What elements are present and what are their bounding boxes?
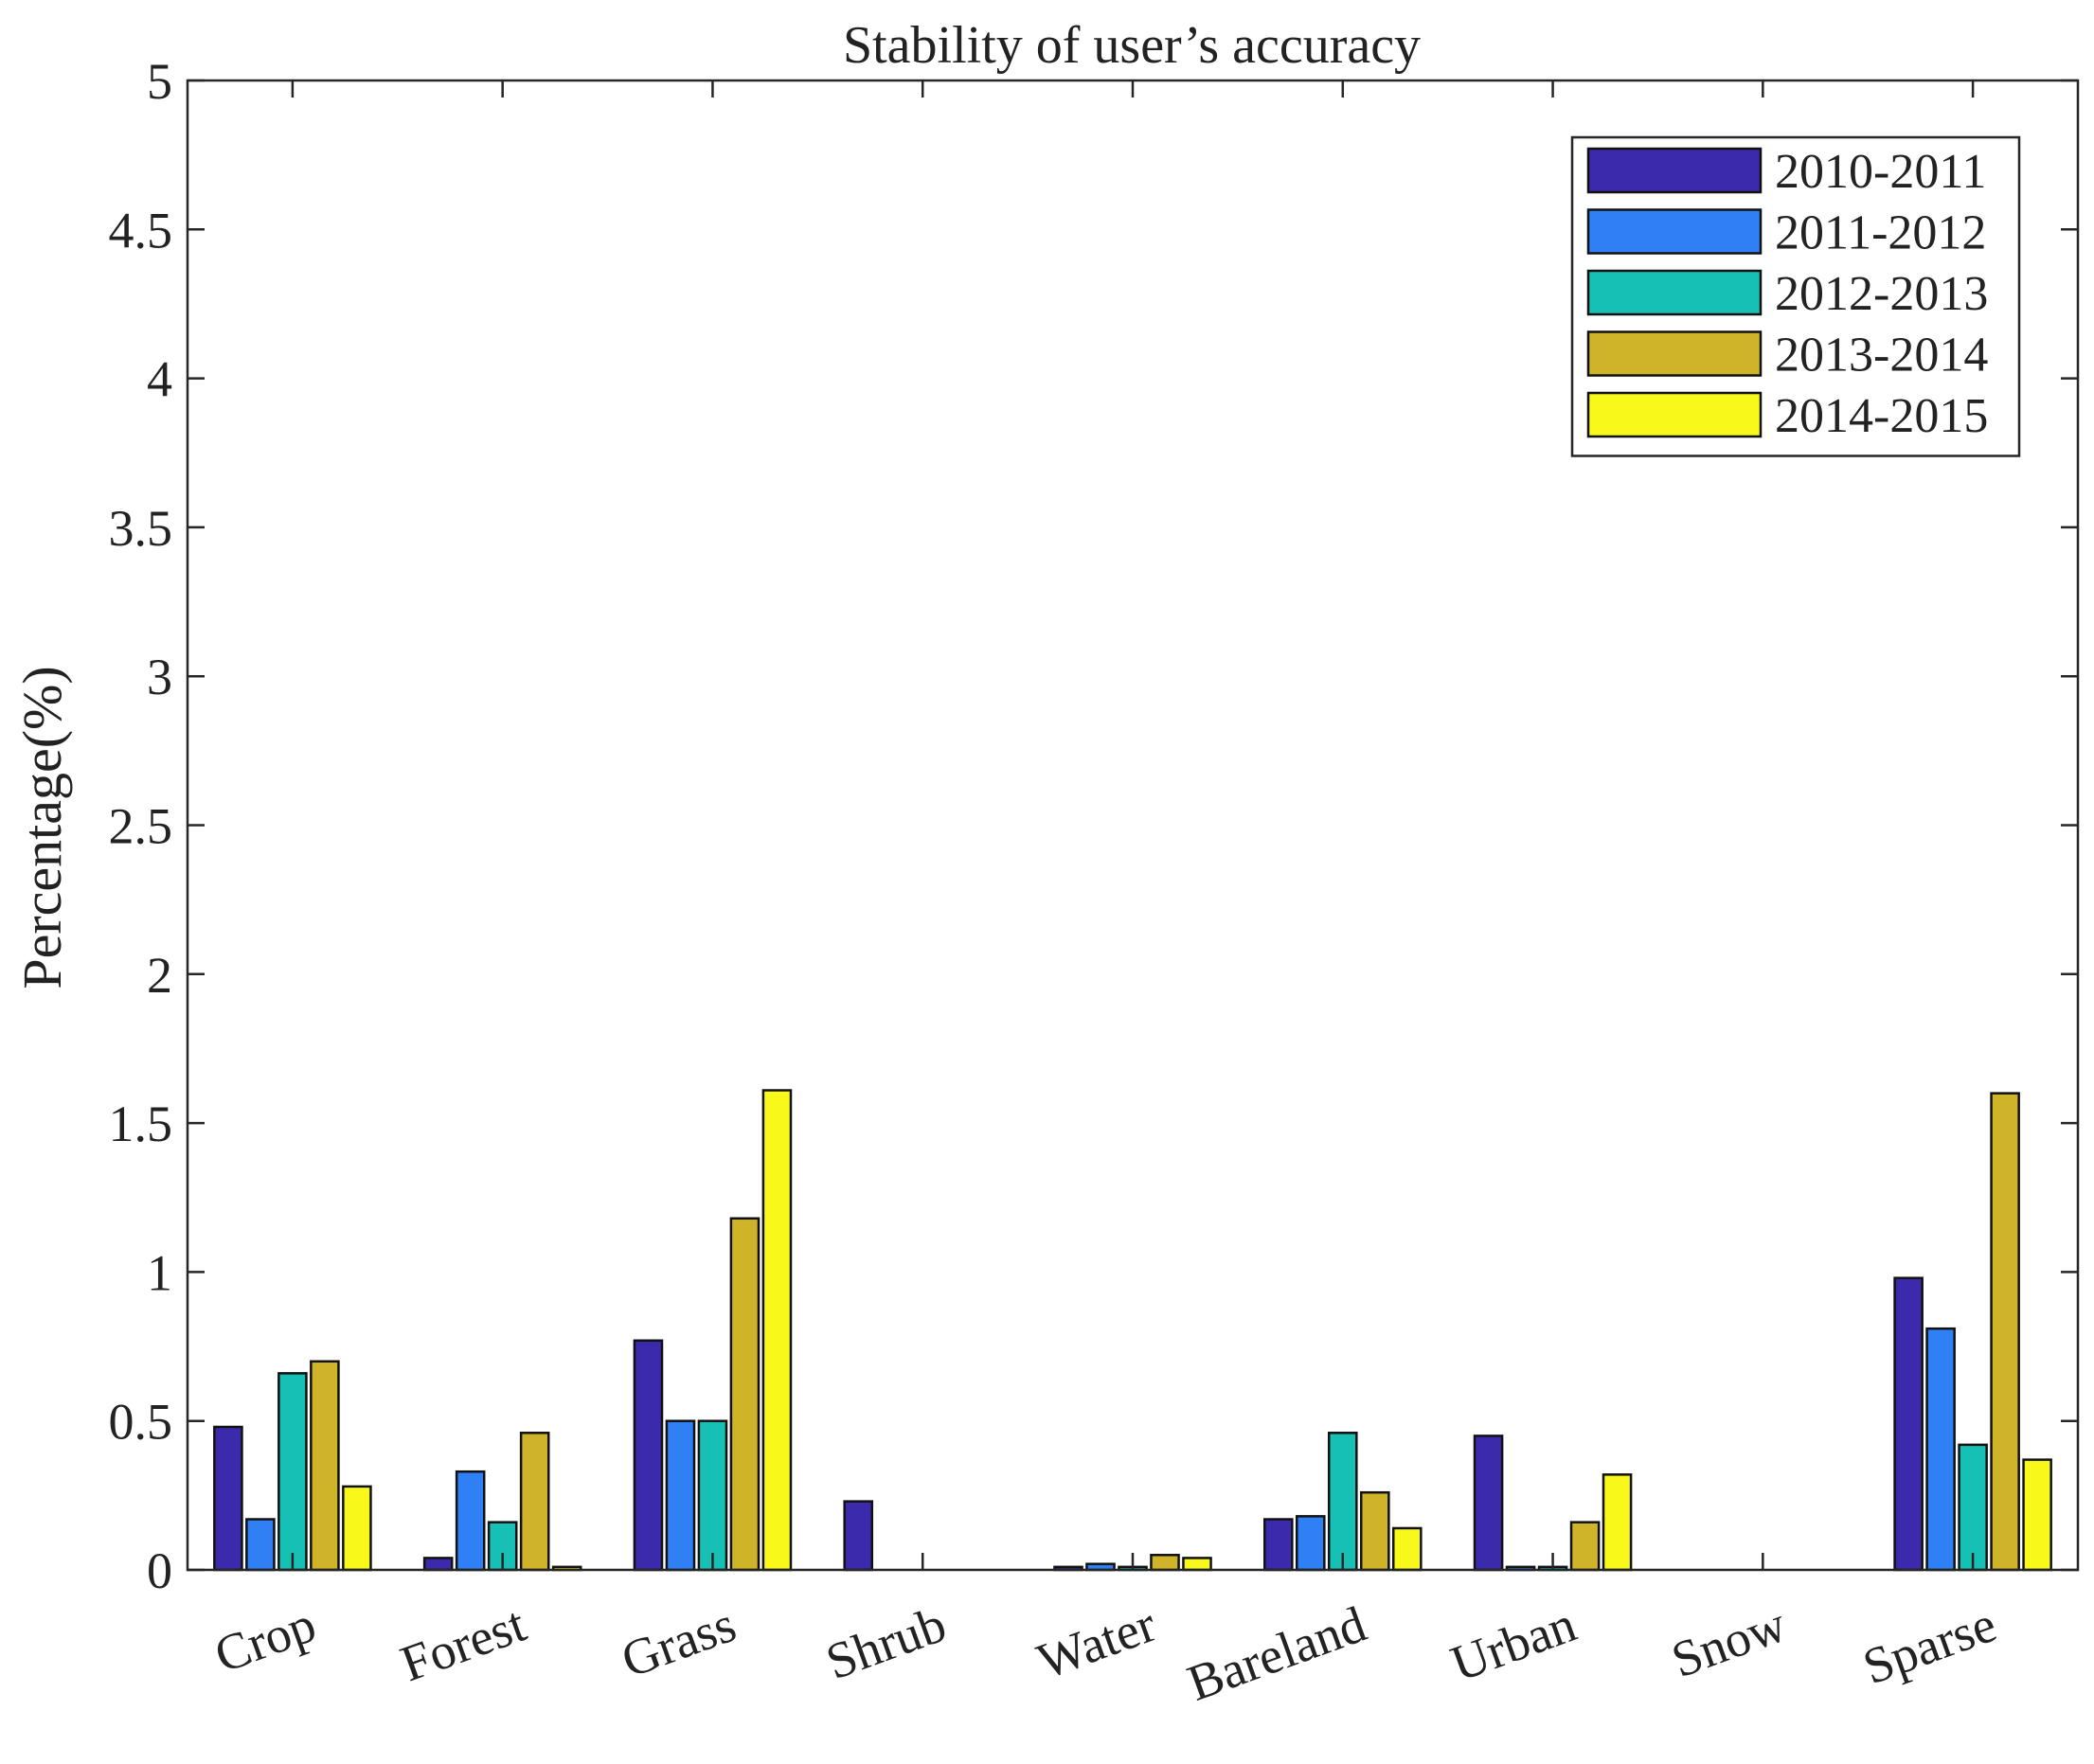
bars-group	[213, 1089, 2052, 1572]
y-tick-label: 3	[147, 649, 172, 705]
bar-sparse-2012-2013	[1958, 1443, 1988, 1572]
bar-sparse-2013-2014	[1990, 1092, 2020, 1572]
y-tick-label: 2	[147, 947, 172, 1004]
bar-urban-2013-2014	[1569, 1521, 1601, 1572]
y-tick-label: 5	[147, 53, 172, 110]
bar-water-2014-2015	[1182, 1557, 1212, 1572]
bar-bareland-2012-2013	[1327, 1432, 1358, 1572]
bar-bareland-2011-2012	[1295, 1515, 1326, 1572]
bar-crop-2014-2015	[342, 1485, 372, 1572]
bar-grass-2014-2015	[761, 1089, 793, 1572]
legend-swatch-2011-2012	[1586, 208, 1763, 255]
legend-label-2011-2012: 2011-2012	[1775, 206, 1986, 260]
legend-label-2013-2014: 2013-2014	[1775, 329, 1988, 383]
bar-bareland-2014-2015	[1391, 1526, 1423, 1572]
legend-swatch-2014-2015	[1586, 391, 1763, 438]
bar-urban-2014-2015	[1602, 1473, 1633, 1572]
bar-forest-2013-2014	[519, 1432, 550, 1572]
bar-crop-2011-2012	[245, 1518, 276, 1572]
legend-swatch-2012-2013	[1586, 269, 1763, 316]
bar-shrub-2010-2011	[843, 1500, 874, 1572]
bar-forest-2010-2011	[422, 1557, 454, 1572]
legend-label-2012-2013: 2012-2013	[1775, 267, 1988, 321]
legend-swatch-2013-2014	[1586, 330, 1763, 377]
y-tick-label: 0	[147, 1542, 172, 1599]
bar-sparse-2011-2012	[1925, 1327, 1956, 1572]
y-tick-label: 4.5	[109, 202, 173, 258]
bar-water-2013-2014	[1150, 1554, 1180, 1572]
bar-grass-2013-2014	[729, 1217, 761, 1572]
y-tick-label: 1	[147, 1244, 172, 1301]
y-tick-label: 4	[147, 351, 172, 408]
bar-bareland-2013-2014	[1359, 1490, 1390, 1572]
bar-grass-2012-2013	[697, 1419, 728, 1572]
bar-sparse-2010-2011	[1893, 1276, 1924, 1572]
bar-crop-2010-2011	[213, 1425, 243, 1572]
bar-crop-2012-2013	[277, 1372, 308, 1572]
bar-crop-2013-2014	[310, 1360, 340, 1572]
legend: 2010-2011 2011-2012 2012-2013 2013-2014 2014…	[1570, 135, 2021, 457]
bar-forest-2011-2012	[455, 1470, 486, 1572]
legend-label-2010-2011: 2010-2011	[1775, 145, 1986, 199]
legend-label-2014-2015: 2014-2015	[1775, 389, 1988, 443]
bar-grass-2010-2011	[633, 1339, 664, 1572]
bar-urban-2010-2011	[1473, 1434, 1504, 1572]
chart-title: Stability of user’s accuracy	[843, 16, 1421, 75]
bar-grass-2011-2012	[665, 1419, 696, 1572]
y-tick-label: 3.5	[109, 500, 173, 557]
bar-bareland-2010-2011	[1262, 1518, 1294, 1572]
y-tick-label: 2.5	[109, 798, 173, 855]
y-tick-label: 1.5	[109, 1096, 173, 1152]
y-axis-label: Percentage(%)	[11, 666, 73, 989]
legend-swatch-2010-2011	[1586, 147, 1763, 194]
bar-sparse-2014-2015	[2022, 1458, 2052, 1572]
y-tick-label: 0.5	[109, 1394, 173, 1451]
